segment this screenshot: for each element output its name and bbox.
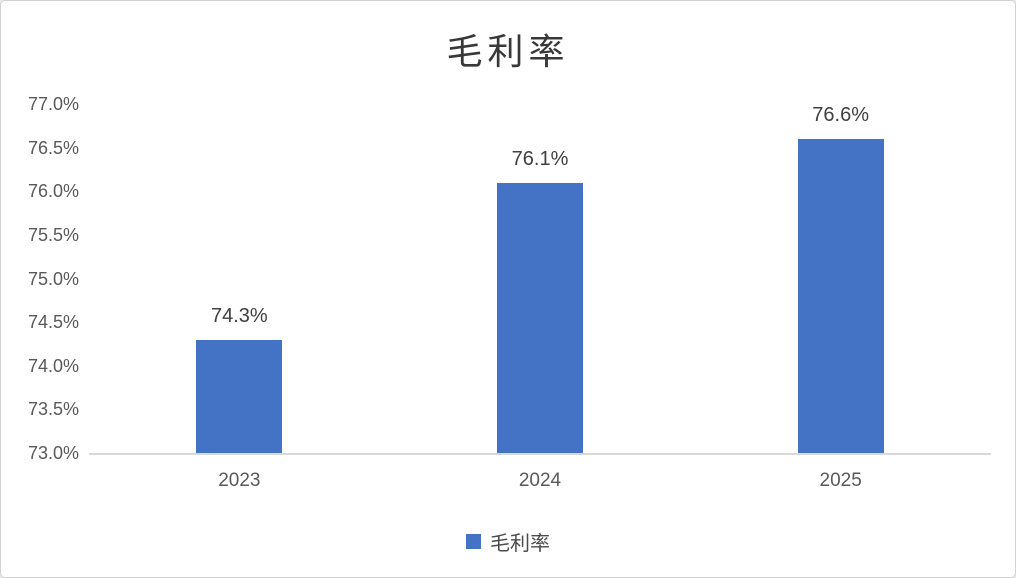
chart-title: 毛利率 bbox=[446, 32, 570, 73]
y-tick-label: 74.0% bbox=[27, 355, 79, 376]
legend-swatch-icon bbox=[466, 534, 481, 549]
bar-2023 bbox=[196, 339, 283, 453]
y-tick-label: 75.5% bbox=[27, 224, 79, 245]
x-category-label: 2023 bbox=[218, 470, 261, 491]
y-tick-label: 76.0% bbox=[27, 181, 79, 202]
y-tick-label: 75.0% bbox=[27, 268, 79, 289]
bar-data-label: 76.1% bbox=[511, 147, 569, 170]
legend: 毛利率 bbox=[1, 527, 1015, 556]
bar-data-label: 76.6% bbox=[812, 103, 870, 126]
x-category-label: 2024 bbox=[518, 470, 562, 491]
x-category-label: 2025 bbox=[819, 470, 862, 491]
y-tick-label: 73.0% bbox=[27, 443, 79, 463]
y-tick-label: 73.5% bbox=[27, 399, 79, 420]
bar-data-label: 74.3% bbox=[210, 304, 268, 327]
bar-2024 bbox=[497, 182, 583, 453]
legend-label: 毛利率 bbox=[490, 531, 550, 555]
y-tick-label: 77.0% bbox=[27, 94, 79, 114]
y-tick-label: 74.5% bbox=[27, 312, 79, 333]
bar-2025 bbox=[797, 138, 884, 453]
x-axis-line bbox=[89, 453, 991, 455]
y-tick-label: 76.5% bbox=[27, 137, 79, 158]
